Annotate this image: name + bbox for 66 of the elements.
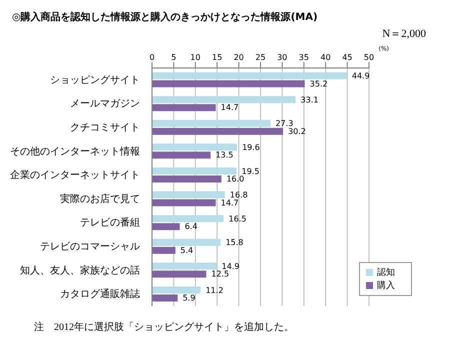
data-label: 30.2 [288,126,306,136]
x-tick-label: 0 [149,53,155,62]
y-tick-label: 企業のインターネットサイト [10,168,140,181]
bar [152,191,225,198]
x-tick-label: 30 [277,53,288,62]
data-label: 16.5 [228,214,246,224]
bar [152,80,305,88]
data-label: 19.5 [242,166,260,176]
x-tick-label: 45 [342,53,352,62]
y-tick-label: ショッピングサイト [50,74,140,86]
y-tick-label: メールマガジン [70,98,140,110]
data-label: 6.4 [184,222,198,232]
bar [152,286,201,294]
y-tick-label: 知人、友人、家族などの話 [20,264,140,276]
legend-label: 認知 [377,268,395,278]
data-label: 12.5 [211,270,230,279]
y-tick-label: テレビの番組 [80,216,140,228]
data-label: 44.9 [352,72,370,81]
data-label: 19.6 [242,143,260,152]
data-label: 5.4 [180,246,194,255]
text: N＝2,000 [382,27,426,41]
y-tick-label: その他のインターネット情報 [10,144,140,157]
x-tick-label: 25 [255,53,266,62]
x-tick-label: 35 [298,53,309,62]
y-tick-label: カタログ通販雑誌 [60,288,140,300]
y-tick-label: 実際のお店で見て [60,192,140,204]
bar [152,238,221,246]
data-label: 14.7 [220,103,239,112]
x-tick-label: 15 [212,53,222,62]
data-label: 33.1 [300,95,318,104]
bar [152,120,270,127]
data-label: 16.8 [230,190,248,200]
bar [152,72,347,80]
data-label: 15.8 [226,238,244,248]
bar [152,223,180,230]
bar [152,215,224,222]
bar [152,294,178,302]
data-label: 16.0 [226,174,244,184]
bar [152,152,211,159]
text: 注 2012年に選択肢「ショッピングサイト」を追加した。 [34,320,294,334]
bar [152,199,216,206]
data-label: 14.7 [220,198,239,208]
bar [152,175,222,182]
bar [152,270,206,278]
y-tick-label: クチコミサイト [70,122,140,133]
x-tick-label: 50 [364,53,374,62]
bar [152,96,296,104]
data-label: 13.5 [216,150,234,160]
chart-title: ◎購入商品を認知した情報源と購入のきっかけとなった情報源(MA) [12,10,318,24]
bar [152,262,217,270]
data-label: 5.9 [182,293,196,302]
x-tick-label: 20 [234,53,244,62]
bar [152,167,237,174]
x-tick-label: 10 [190,53,200,62]
data-label: 11.2 [206,286,224,295]
bar [152,104,216,112]
bar [152,246,176,254]
data-label: 35.2 [310,79,328,88]
data-label: 14.9 [222,262,240,272]
data-label: 27.3 [275,119,294,128]
bar [152,128,284,135]
x-tick-label: 40 [320,53,331,62]
legend-label: 購入 [377,281,395,291]
y-tick-label: テレビのコマーシャル [40,241,140,252]
x-tick-label: 5 [171,53,176,62]
bar [152,144,238,151]
